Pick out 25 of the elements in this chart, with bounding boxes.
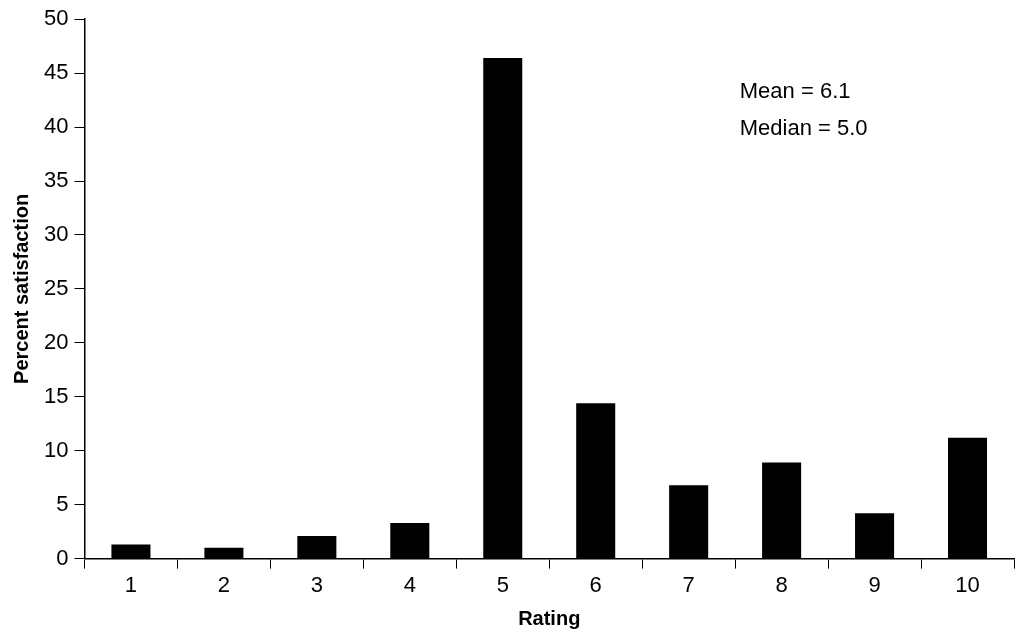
- y-tick-label: 5: [56, 490, 69, 516]
- x-tick-label: 7: [682, 571, 695, 597]
- x-tick-label: 8: [775, 571, 788, 597]
- x-tick-label: 1: [124, 571, 138, 597]
- annotation: Mean = 6.1: [739, 78, 851, 104]
- y-tick-label: 20: [43, 328, 69, 354]
- y-tick-label: 10: [43, 436, 69, 462]
- x-tick-label: 9: [868, 571, 881, 597]
- x-tick-label: 10: [955, 571, 980, 597]
- y-tick-label: 0: [56, 544, 69, 570]
- x-tick-label: 6: [589, 571, 602, 597]
- x-axis-title: Rating: [518, 606, 581, 629]
- y-axis-title: Percent satisfaction: [9, 193, 32, 384]
- x-tick-label: 5: [496, 571, 509, 597]
- x-tick-label: 3: [310, 571, 323, 597]
- y-tick-label: 15: [43, 382, 69, 408]
- y-tick-label: 45: [43, 59, 69, 85]
- x-tick-label: 4: [403, 571, 416, 597]
- annotation: Median = 5.0: [739, 115, 868, 141]
- y-tick-label: 40: [43, 113, 69, 139]
- y-tick-label: 25: [43, 274, 69, 300]
- x-tick-label: 2: [217, 571, 231, 597]
- y-tick-label: 30: [43, 221, 69, 247]
- y-tick-label: 35: [43, 167, 69, 193]
- y-tick-label: 50: [43, 5, 69, 31]
